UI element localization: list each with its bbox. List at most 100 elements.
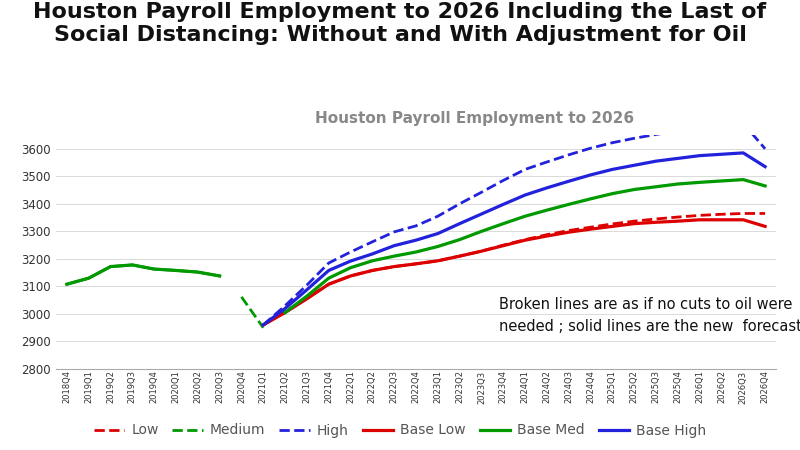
Low [760, 211, 770, 216]
Legend: Low, Medium, High, Base Low, Base Med, Base High: Low, Medium, High, Base Low, Base Med, B… [88, 418, 712, 443]
Base Med [62, 282, 72, 287]
Line: High: High [263, 123, 765, 325]
Base High [455, 221, 465, 226]
Base Low [390, 264, 399, 269]
High [498, 178, 508, 183]
Base Low [542, 234, 552, 239]
Base Med [150, 266, 159, 272]
Base Low [760, 224, 770, 229]
High [302, 282, 312, 288]
Base Low [324, 282, 334, 287]
High [258, 322, 268, 328]
Base High [346, 258, 355, 264]
Low [390, 264, 399, 269]
Base Low [477, 248, 486, 254]
Line: Low: Low [263, 213, 765, 325]
Base High [477, 212, 486, 217]
Low [258, 322, 268, 328]
Low [455, 253, 465, 259]
Low [280, 309, 290, 315]
High [411, 223, 421, 229]
Base High [586, 172, 595, 178]
Low [477, 248, 486, 254]
Base High [717, 152, 726, 157]
Base Low [498, 243, 508, 248]
Low [673, 214, 682, 220]
High [717, 123, 726, 128]
Base Med [127, 262, 137, 268]
Base High [367, 251, 377, 256]
Base High [411, 238, 421, 243]
High [455, 201, 465, 207]
High [346, 249, 355, 255]
Base Low [586, 226, 595, 232]
Base Low [651, 220, 661, 225]
Base Low [433, 258, 442, 264]
Line: Base Low: Base Low [263, 220, 765, 325]
High [673, 128, 682, 134]
Base Med [106, 264, 115, 269]
Base Low [346, 273, 355, 279]
Line: Base High: Base High [263, 153, 765, 325]
Low [717, 212, 726, 217]
Base High [695, 153, 705, 158]
Low [630, 218, 639, 224]
Base High [673, 156, 682, 161]
Base Low [411, 261, 421, 266]
Base High [564, 179, 574, 184]
Base Low [564, 230, 574, 235]
Base High [433, 231, 442, 236]
Base Low [367, 268, 377, 273]
Base High [302, 287, 312, 292]
Medium [237, 294, 246, 300]
Base High [542, 185, 552, 190]
Base Med [171, 268, 181, 273]
Base Med [215, 273, 225, 279]
Base High [760, 164, 770, 169]
High [367, 239, 377, 244]
Low [520, 237, 530, 242]
Base High [630, 162, 639, 168]
Low [367, 268, 377, 273]
Text: Houston Payroll Employment to 2026: Houston Payroll Employment to 2026 [315, 111, 634, 126]
Text: Houston Payroll Employment to 2026 Including the Last of
Social Distancing: With: Houston Payroll Employment to 2026 Inclu… [34, 2, 766, 45]
Low [433, 258, 442, 264]
Base Low [673, 218, 682, 224]
Base Low [607, 224, 617, 229]
Base Low [738, 217, 748, 222]
Low [564, 228, 574, 233]
Base Med [193, 270, 202, 275]
Low [542, 232, 552, 237]
High [607, 140, 617, 145]
Low [651, 216, 661, 222]
Base Low [695, 217, 705, 222]
High [695, 125, 705, 130]
Low [346, 273, 355, 279]
Base High [607, 166, 617, 172]
Base Low [630, 221, 639, 226]
High [564, 152, 574, 158]
Base Low [520, 238, 530, 243]
Low [411, 261, 421, 266]
High [651, 132, 661, 137]
High [280, 303, 290, 308]
Low [302, 295, 312, 301]
Base Low [455, 253, 465, 259]
Base High [520, 192, 530, 198]
Low [586, 225, 595, 230]
Low [324, 282, 334, 287]
Base High [258, 322, 268, 328]
Line: Medium: Medium [242, 297, 263, 328]
High [477, 189, 486, 195]
High [520, 166, 530, 172]
Low [738, 211, 748, 216]
High [586, 145, 595, 151]
High [390, 229, 399, 234]
Low [607, 221, 617, 227]
Base Low [258, 322, 268, 328]
Base High [651, 158, 661, 164]
High [630, 135, 639, 141]
Base Low [302, 296, 312, 302]
Low [695, 213, 705, 218]
Base Low [280, 310, 290, 315]
